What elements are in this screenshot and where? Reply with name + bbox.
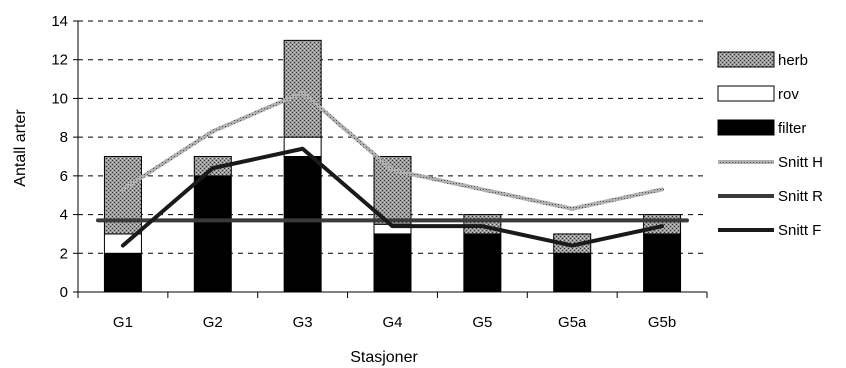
bar-herb — [283, 39, 322, 138]
y-tick-label: 0 — [60, 284, 68, 301]
legend-swatch-rov — [717, 85, 775, 102]
y-axis-title: Antall arter — [12, 109, 29, 187]
x-tick-label: G4 — [382, 314, 402, 331]
y-tick-label: 4 — [60, 207, 68, 224]
x-tick-label: G3 — [293, 314, 313, 331]
y-tick-label: 6 — [60, 168, 68, 185]
y-tick-label: 14 — [51, 13, 68, 30]
x-tick-label: G1 — [113, 314, 133, 331]
average-lines — [96, 90, 689, 248]
line-snitt-f — [120, 146, 665, 248]
legend-swatch-filter — [717, 119, 775, 136]
axes — [73, 20, 708, 298]
bar-filter — [463, 233, 502, 293]
bar-filter — [373, 233, 412, 293]
bar-filter — [553, 252, 592, 293]
legend-label-snitt-f: Snitt F — [778, 222, 821, 239]
bars — [103, 39, 682, 293]
line-snitt-h — [120, 90, 665, 211]
bar-filter — [643, 233, 682, 293]
legend-label-snitt-h: Snitt H — [778, 154, 823, 171]
legend-label-filter: filter — [778, 120, 806, 137]
x-tick-label: G2 — [203, 314, 223, 331]
y-tick-label: 8 — [60, 129, 68, 146]
legend: herb rov filter Snitt H Snitt R Snitt F — [717, 51, 823, 239]
legend-label-rov: rov — [778, 86, 799, 103]
x-axis-title: Stasjoner — [350, 349, 418, 366]
y-tick-label: 10 — [51, 90, 68, 107]
tick-labels: 0 2 4 6 8 10 12 14 G1 G2 G3 G4 G5 G5a G5b — [51, 13, 676, 331]
legend-label-snitt-r: Snitt R — [778, 188, 823, 205]
y-tick-label: 12 — [51, 52, 68, 69]
bar-filter — [283, 156, 322, 293]
legend-label-herb: herb — [778, 52, 808, 69]
y-tick-label: 2 — [60, 245, 68, 262]
legend-swatch-herb — [717, 51, 775, 68]
bar-filter — [103, 252, 142, 293]
x-tick-label: G5b — [648, 314, 676, 331]
x-tick-label: G5 — [472, 314, 492, 331]
x-tick-label: G5a — [558, 314, 587, 331]
bar-filter — [193, 175, 232, 293]
